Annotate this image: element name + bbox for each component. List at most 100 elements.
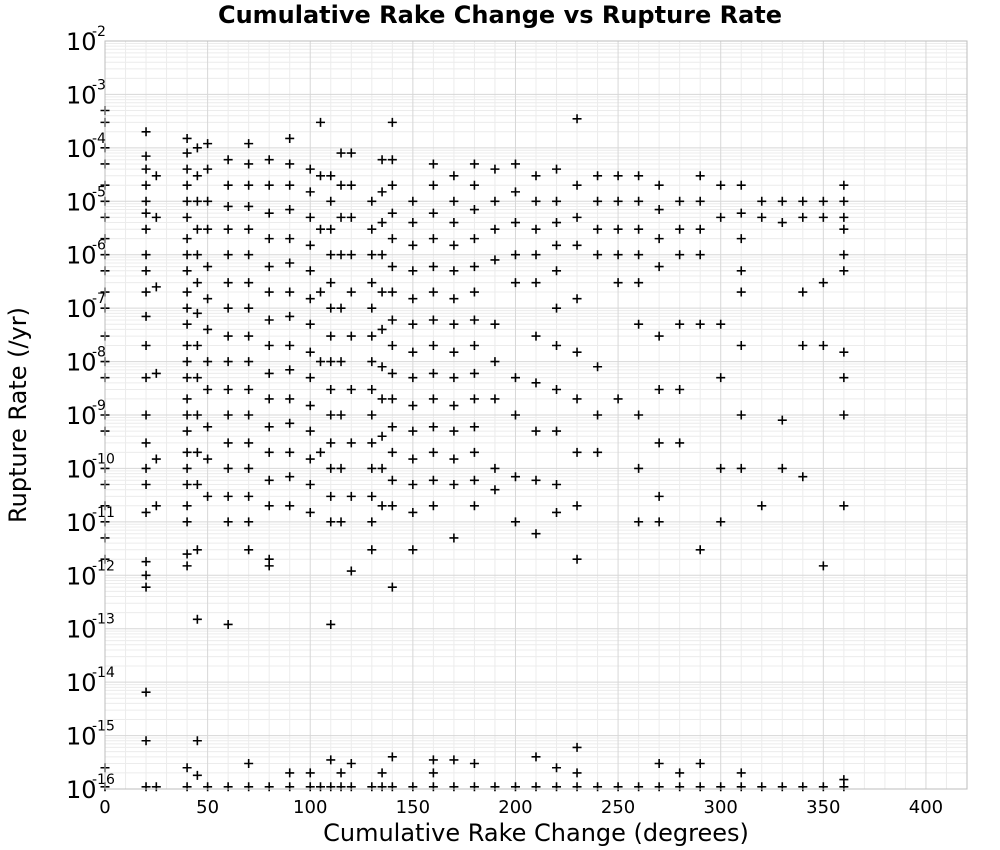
data-point [203,422,213,432]
data-point [305,507,315,517]
y-tick-exponent: -5 [92,184,106,200]
data-point [377,768,387,778]
data-point [346,287,356,297]
data-point [531,475,541,485]
data-point [244,250,254,260]
data-point [818,561,828,571]
data-point [346,759,356,769]
data-point [203,139,213,149]
data-point [305,319,315,329]
data-point [285,365,295,375]
data-point [203,196,213,206]
data-point [736,463,746,473]
data-point [428,208,438,218]
data-point [223,180,233,190]
data-point [490,463,500,473]
data-point [695,224,705,234]
data-point [192,614,202,624]
data-point [244,224,254,234]
data-point [408,218,418,228]
data-point [367,196,377,206]
data-point [510,278,520,288]
data-point [490,394,500,404]
data-point [736,208,746,218]
data-point [531,278,541,288]
data-point [469,475,479,485]
y-tick-base: 10 [66,295,97,323]
y-tick-label: 10-15 [66,719,115,751]
data-point [244,159,254,169]
data-point [408,294,418,304]
data-point [510,250,520,260]
data-point [428,447,438,457]
data-point [182,373,192,383]
data-point [244,438,254,448]
y-tick-label: 10-5 [66,184,106,216]
data-point [192,196,202,206]
data-point [818,782,828,792]
data-point [387,368,397,378]
data-point [305,347,315,357]
data-point [285,311,295,321]
data-point [316,357,325,367]
data-point [736,782,746,792]
data-point [192,143,202,153]
data-point [141,287,151,297]
data-point [675,438,685,448]
data-point [552,782,562,792]
data-point [182,212,192,222]
data-point [510,472,520,482]
data-point [182,148,192,158]
data-point [151,282,161,292]
data-point [192,171,202,181]
data-point [736,768,746,778]
data-point [182,250,192,260]
data-point [285,472,295,482]
data-point [387,582,397,592]
data-point [428,394,438,404]
data-point [182,447,192,457]
data-point [244,545,254,555]
data-point [285,234,295,244]
data-point [141,410,151,420]
data-point [490,196,500,206]
data-point [367,250,377,260]
data-point [593,171,603,181]
data-point [572,394,582,404]
data-point [285,768,295,778]
data-point [182,480,192,490]
data-point [223,357,233,367]
data-point [326,224,336,234]
data-point [244,278,254,288]
data-point [469,394,479,404]
data-point [387,315,397,325]
data-point [675,768,685,778]
data-point [377,250,387,260]
data-point [613,278,623,288]
data-point [264,475,274,485]
data-point [510,517,520,527]
data-point [192,308,202,318]
data-point [285,159,295,169]
data-point [305,187,315,197]
data-point [449,266,459,276]
y-tick-exponent: -8 [92,345,106,361]
data-point [552,340,562,350]
data-point [367,303,377,313]
data-point [839,410,849,420]
y-tick-label: 10-10 [66,451,115,483]
data-point [428,422,438,432]
data-point [305,294,315,304]
data-point [377,187,387,197]
data-point [675,224,685,234]
data-point [716,373,726,383]
data-point [223,250,233,260]
y-tick-exponent: -13 [92,612,115,628]
data-point [285,258,295,268]
data-point [818,196,828,206]
data-point [367,410,377,420]
data-point [244,491,254,501]
data-point [654,385,664,395]
y-tick-label: 10-4 [66,131,106,163]
